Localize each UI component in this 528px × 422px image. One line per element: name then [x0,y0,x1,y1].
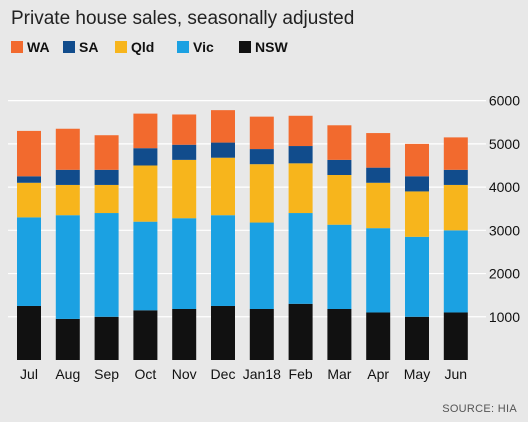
bar-segment-vic [17,217,41,306]
bar-segment-qld [211,157,235,216]
x-tick-label: Oct [135,366,157,382]
bar-segment-vic [405,236,429,317]
bar-segment-wa [405,143,429,177]
bar-segment-nsw [405,316,429,360]
legend-label-sa: SA [79,39,98,55]
bar-segment-qld [249,164,274,223]
bar-segment-sa [55,169,80,185]
y-axis-ticks: 1000 2000 3000 4000 5000 6000 [489,93,520,325]
bar-segment-vic [366,228,391,313]
bar-segment-sa [443,169,468,185]
bar-segment-sa [211,142,235,158]
legend-label-vic: Vic [193,39,214,55]
bar-segment-sa [327,159,352,175]
bar-segment-wa [172,114,197,145]
bar-segment-wa [55,128,80,170]
legend-label-qld: Qld [131,39,154,55]
bar-segment-qld [443,184,468,231]
bar-segment-wa [17,130,41,177]
bar-segment-wa [133,113,158,149]
bar-segment-vic [133,221,158,311]
x-tick-label: May [404,366,430,382]
bar-segment-wa [94,135,119,170]
bar-segment-vic [288,213,313,304]
legend-label-wa: WA [27,39,50,55]
y-tick-label: 3000 [489,222,520,238]
bar-segment-sa [366,167,391,183]
y-tick-label: 4000 [489,179,520,195]
bar-segment-qld [55,184,80,216]
legend-swatch-nsw [239,41,251,53]
bar-segment-sa [133,148,158,166]
bar-segment-sa [249,149,274,165]
legend-swatch-qld [115,41,127,53]
bar-segment-nsw [443,312,468,360]
bar-segment-wa [211,110,235,143]
bar-segment-nsw [327,308,352,360]
chart-title: Private house sales, seasonally adjusted [11,8,354,29]
bar-segment-wa [443,137,468,170]
bar-segment-vic [211,215,235,306]
source-note: SOURCE: HIA [442,403,517,415]
legend-swatch-wa [11,41,23,53]
bar-segment-qld [133,165,158,222]
bar-segment-qld [405,191,429,237]
legend-swatch-vic [177,41,189,53]
x-tick-label: Nov [172,366,197,382]
bar-segment-vic [443,230,468,313]
x-tick-label: Jun [445,366,468,382]
x-tick-label: Jul [20,366,38,382]
bar-segment-sa [94,169,119,185]
bar-segment-vic [172,218,197,309]
bar-segment-nsw [55,318,80,360]
legend-label-nsw: NSW [255,39,288,55]
x-tick-label: Mar [327,366,351,382]
bar-segment-nsw [288,303,313,360]
bar-segment-qld [288,163,313,214]
bar-segment-vic [55,215,80,319]
y-tick-label: 6000 [489,93,520,109]
bar-segment-qld [172,159,197,219]
y-tick-label: 2000 [489,266,520,282]
x-tick-label: Dec [211,366,236,382]
bar-segment-nsw [94,316,119,360]
legend-swatch-sa [63,41,75,53]
bar-segment-sa [17,176,41,183]
bar-segment-vic [94,213,119,317]
bar-segment-wa [327,125,352,160]
bar-segment-wa [249,116,274,150]
x-axis-ticks: Jul Aug Sep Oct Nov Dec Jan18 Feb Mar Apr May Jun [20,366,467,382]
bar-segment-sa [288,146,313,164]
x-tick-label: Sep [94,366,119,382]
bar-segment-sa [172,144,197,160]
x-tick-label: Apr [367,366,389,382]
bar-segment-qld [94,184,119,214]
x-tick-label: Aug [55,366,80,382]
bar-segment-sa [405,176,429,192]
bar-segment-qld [327,174,352,225]
bar-segment-wa [366,133,391,168]
bars [17,110,468,360]
bar-segment-vic [327,224,352,309]
bar-segment-nsw [211,305,235,360]
legend: WA SA Qld Vic NSW [11,39,288,55]
bar-segment-wa [288,115,313,147]
x-tick-label: Feb [289,366,313,382]
bar-segment-nsw [249,308,274,360]
y-tick-label: 1000 [489,309,520,325]
bar-segment-vic [249,222,274,309]
bar-segment-nsw [133,310,158,360]
bar-segment-nsw [172,308,197,360]
bar-segment-qld [17,182,41,218]
x-tick-label: Jan18 [243,366,281,382]
y-tick-label: 5000 [489,136,520,152]
bar-segment-nsw [366,312,391,360]
bar-segment-nsw [17,305,41,360]
bar-segment-qld [366,182,391,229]
